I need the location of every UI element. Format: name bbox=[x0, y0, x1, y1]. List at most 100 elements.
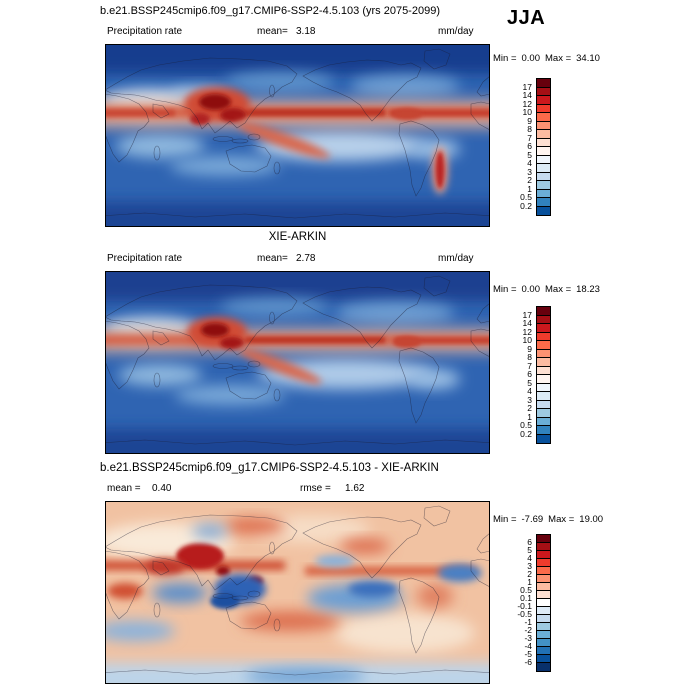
colorbar-cell bbox=[537, 434, 550, 443]
colorbar-cell bbox=[537, 392, 550, 401]
panel1-min-value: 0.00 bbox=[521, 53, 541, 64]
panel3-rmse-value: 1.62 bbox=[345, 483, 365, 494]
panel1-mean-label: mean= bbox=[257, 26, 288, 37]
colorbar-cell bbox=[537, 409, 550, 418]
colorbar-tick-label: 12 bbox=[522, 98, 532, 109]
colorbar-cell bbox=[537, 87, 550, 96]
colorbar-tick-label: 10 bbox=[522, 334, 532, 345]
colorbar-cell bbox=[537, 426, 550, 435]
colorbar-tick-label: 6 bbox=[527, 536, 532, 547]
map-obs-precip bbox=[105, 271, 490, 454]
colorbar-tick-label: 1 bbox=[527, 183, 532, 194]
colorbar-cell bbox=[537, 631, 550, 639]
panel3-mean-label: mean = bbox=[107, 483, 141, 494]
colorbar-tick-label: 1 bbox=[527, 411, 532, 422]
colorbar-tick-label: 9 bbox=[527, 115, 532, 126]
colorbar-cell bbox=[537, 341, 550, 350]
colorbar-cell bbox=[537, 206, 550, 215]
colorbar-cell bbox=[537, 164, 550, 173]
colorbar-cell bbox=[537, 366, 550, 375]
colorbar-tick-label: 2 bbox=[527, 402, 532, 413]
colorbar-model-precip: 17 14 12 10 9 8 7 6 5 4 3 2 1 0.5 0.2 bbox=[520, 78, 551, 216]
colorbar-tick-label: 2 bbox=[527, 568, 532, 579]
colorbar-cell bbox=[537, 104, 550, 113]
colorbar-cell bbox=[537, 79, 550, 88]
colorbar-cell bbox=[537, 181, 550, 190]
colorbar-tick-label: 5 bbox=[527, 544, 532, 555]
colorbar-tick-label: 2 bbox=[527, 174, 532, 185]
panel2-min-label: Min = bbox=[493, 284, 517, 295]
colorbar-cell bbox=[537, 96, 550, 105]
colorbar-cell bbox=[537, 575, 550, 583]
panel1-max-value: 34.10 bbox=[576, 53, 600, 64]
map-obs-precip-field bbox=[105, 271, 490, 454]
colorbar-tick-label: 3 bbox=[527, 166, 532, 177]
map-diff-precip-field bbox=[105, 501, 490, 684]
colorbar-tick-label: 4 bbox=[527, 385, 532, 396]
colorbar-tick-label: 3 bbox=[527, 394, 532, 405]
colorbar-cell bbox=[537, 172, 550, 181]
colorbar-tick-label: 7 bbox=[527, 132, 532, 143]
colorbar-tick-label: 0.5 bbox=[520, 419, 532, 430]
colorbar-cell bbox=[537, 307, 550, 316]
colorbar-cell bbox=[537, 147, 550, 156]
panel1-variable-label: Precipitation rate bbox=[107, 26, 183, 37]
panel1-units-label: mm/day bbox=[438, 26, 474, 37]
colorbar-tick-label: -1 bbox=[524, 616, 532, 627]
colorbar-tick-label: 6 bbox=[527, 140, 532, 151]
colorbar-tick-label: -2 bbox=[524, 624, 532, 635]
colorbar-cell bbox=[537, 417, 550, 426]
colorbar-cell bbox=[537, 615, 550, 623]
colorbar-cell bbox=[537, 155, 550, 164]
panel3-title: b.e21.BSSP245cmip6.f09_g17.CMIP6-SSP2-4.… bbox=[100, 462, 439, 474]
colorbar-cell bbox=[537, 349, 550, 358]
colorbar-tick-label: -5 bbox=[524, 648, 532, 659]
panel2-variable-label: Precipitation rate bbox=[107, 253, 183, 264]
colorbar-cell bbox=[537, 535, 550, 543]
colorbar-tick-label: -3 bbox=[524, 632, 532, 643]
colorbar-cell bbox=[537, 647, 550, 655]
panel1-max-label: Max = bbox=[545, 53, 572, 64]
colorbar-cell bbox=[537, 559, 550, 567]
colorbar-tick-label: 5 bbox=[527, 149, 532, 160]
colorbar-tick-label: -0.1 bbox=[517, 600, 532, 611]
colorbar-tick-label: 8 bbox=[527, 123, 532, 134]
colorbar-tick-label: 5 bbox=[527, 377, 532, 388]
colorbar-cell bbox=[537, 130, 550, 139]
panel3-min-label: Min = bbox=[493, 514, 517, 525]
panel1-mean-value: 3.18 bbox=[296, 26, 316, 37]
colorbar-diff: 6 5 4 3 2 1 0.5 0.1 -0.1 -0.5 -1 -2 -3 -4 -5 -6 bbox=[517, 534, 551, 672]
colorbar-cell bbox=[537, 567, 550, 575]
colorbar-tick-label: 12 bbox=[522, 326, 532, 337]
colorbar-tick-label: 14 bbox=[522, 317, 532, 328]
colorbar-cell bbox=[537, 315, 550, 324]
colorbar-cell bbox=[537, 375, 550, 384]
panel3-minmax: Min = -7.69 Max = 19.00 bbox=[493, 514, 608, 525]
colorbar-tick-label: 0.5 bbox=[520, 191, 532, 202]
colorbar-tick-label: 6 bbox=[527, 368, 532, 379]
colorbar-cell bbox=[537, 198, 550, 207]
colorbar-tick-label: 9 bbox=[527, 343, 532, 354]
colorbar-tick-label: 14 bbox=[522, 89, 532, 100]
colorbar-tick-label: 3 bbox=[527, 560, 532, 571]
map-diff-precip bbox=[105, 501, 490, 684]
colorbar-cell bbox=[537, 655, 550, 663]
panel3-rmse-label: rmse = bbox=[300, 483, 331, 494]
panel3-mean-value: 0.40 bbox=[152, 483, 172, 494]
colorbar-tick-label: 0.1 bbox=[520, 592, 532, 603]
panel1-min-label: Min = bbox=[493, 53, 517, 64]
panel2-min-value: 0.00 bbox=[521, 284, 541, 295]
colorbar-cell bbox=[537, 324, 550, 333]
colorbar-tick-label: -6 bbox=[524, 656, 532, 667]
colorbar-cell bbox=[537, 583, 550, 591]
colorbar-cell bbox=[537, 332, 550, 341]
colorbar-tick-label: 4 bbox=[527, 552, 532, 563]
colorbar-tick-label: 0.2 bbox=[520, 428, 532, 439]
colorbar-cell bbox=[537, 599, 550, 607]
colorbar-cell bbox=[537, 138, 550, 147]
colorbar-tick-label: 0.2 bbox=[520, 200, 532, 211]
panel1-title: b.e21.BSSP245cmip6.f09_g17.CMIP6-SSP2-4.… bbox=[100, 5, 440, 17]
colorbar-tick-label: 4 bbox=[527, 157, 532, 168]
panel2-mean-label: mean= bbox=[257, 253, 288, 264]
